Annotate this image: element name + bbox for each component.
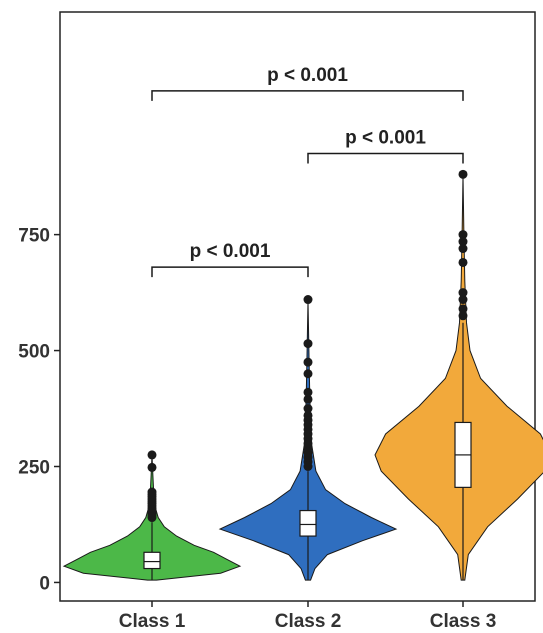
outlier-point [147, 487, 157, 497]
outlier-point [458, 257, 468, 267]
x-tick-label: Class 1 [119, 611, 186, 632]
x-tick-label: Class 2 [275, 611, 342, 632]
box [299, 509, 317, 537]
significance-bracket-1: p < 0.001 [151, 241, 309, 278]
outlier-point [303, 369, 313, 379]
violin-group-1 [62, 450, 242, 581]
x-axis: Class 1 Class 2 Class 3 [119, 601, 497, 632]
significance-label: p < 0.001 [190, 241, 271, 262]
outlier-point [303, 394, 313, 404]
bracket-line [151, 266, 309, 278]
plot-panel-border [59, 11, 536, 602]
outlier-point [147, 462, 157, 472]
y-tick-label: 0 [39, 573, 50, 594]
violin-group-3 [374, 169, 543, 581]
outlier-point [303, 339, 313, 349]
outlier-point [458, 311, 468, 321]
outlier-point [147, 450, 157, 460]
significance-bracket-2: p < 0.001 [307, 127, 464, 164]
outlier-point [303, 410, 313, 420]
outlier-point [458, 304, 468, 314]
significance-brackets: p < 0.001 p < 0.001 p < 0.001 [151, 65, 464, 278]
outlier-point [458, 230, 468, 240]
significance-bracket-3: p < 0.001 [151, 65, 464, 101]
significance-label: p < 0.001 [267, 65, 348, 86]
outlier-point [303, 357, 313, 367]
y-tick-label: 750 [18, 226, 50, 247]
violin-shape [374, 174, 543, 581]
x-tick-label: Class 3 [430, 611, 497, 632]
violin-group-2 [218, 295, 398, 581]
outlier-point [458, 169, 468, 179]
y-axis: 0 250 500 750 [18, 226, 60, 594]
outlier-point [458, 237, 468, 247]
bracket-line [307, 152, 464, 164]
y-tick-label: 250 [18, 458, 50, 479]
outlier-point [458, 244, 468, 254]
box [143, 551, 161, 570]
bracket-line [151, 90, 464, 101]
outlier-point [303, 404, 313, 414]
violins [62, 169, 543, 581]
outlier-point [303, 295, 313, 305]
outlier-point [458, 295, 468, 305]
y-tick-label: 500 [18, 342, 50, 363]
outlier-point [458, 288, 468, 298]
outlier-point [303, 387, 313, 397]
significance-label: p < 0.001 [345, 127, 426, 148]
